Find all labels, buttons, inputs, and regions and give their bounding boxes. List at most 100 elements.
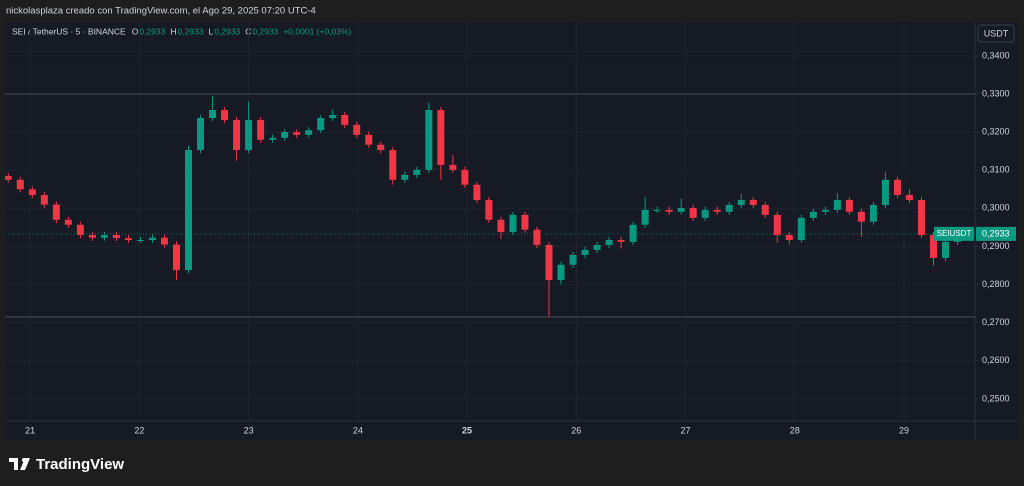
candle-body — [269, 137, 277, 140]
currency[interactable]: USDT — [984, 28, 1009, 38]
candle-body — [869, 204, 877, 222]
candle-body — [581, 249, 589, 255]
candle-body — [509, 214, 517, 232]
legend-change: +0,0001 (+0,03%) — [283, 26, 351, 36]
candle-body — [148, 237, 156, 240]
candle-body — [197, 118, 205, 151]
x-tick-label: 21 — [25, 425, 35, 435]
brand: TradingView — [36, 456, 124, 473]
candle-body — [833, 199, 841, 210]
candle-body — [461, 169, 469, 185]
legend-symbol: SEI / TetherUS · 5 · BINANCE — [12, 26, 126, 36]
candle-body — [124, 238, 132, 240]
candle-body — [473, 184, 481, 200]
candle-body — [293, 132, 301, 135]
candle-body — [749, 199, 757, 205]
candle-body — [557, 264, 565, 280]
candle-body — [545, 244, 553, 280]
candle-body — [942, 241, 950, 258]
candle-body — [641, 209, 649, 225]
candle-body — [5, 175, 12, 180]
candle-body — [365, 134, 373, 145]
candle-body — [257, 119, 265, 140]
candle-body — [341, 114, 349, 125]
candle-body — [821, 209, 829, 212]
x-tick-label: 27 — [681, 425, 691, 435]
candle-body — [761, 204, 769, 215]
credit: nickolasplaza creado con TradingView.com… — [6, 6, 316, 17]
legend-value: 0,2933 — [252, 26, 278, 36]
candle-body — [497, 219, 505, 232]
legend: SEI / TetherUS · 5 · BINANCE O 0,2933 H 0,29… — [12, 26, 352, 36]
candle-body — [305, 130, 313, 135]
y-tick-label: 0,2900 — [982, 241, 1010, 251]
candle-body — [917, 199, 925, 236]
candle-body — [136, 239, 144, 241]
candle-body — [737, 199, 745, 205]
x-tick-label: 29 — [899, 425, 909, 435]
y-tick-label: 0,3200 — [982, 127, 1010, 137]
last-price-label: 0,2933 — [982, 228, 1010, 238]
y-tick-label: 0,2700 — [982, 317, 1010, 327]
legend-key: H — [170, 26, 176, 36]
candle-body — [605, 239, 613, 245]
candle-body — [100, 235, 108, 238]
candle-body — [797, 217, 805, 240]
candle-body — [329, 114, 337, 119]
y-tick-label: 0,2600 — [982, 355, 1010, 365]
candle-body — [653, 209, 661, 211]
symbol-tag: SEIUSDT — [937, 229, 972, 238]
currency-button[interactable] — [977, 24, 1015, 43]
candle-body — [701, 209, 709, 218]
candle-body — [725, 204, 733, 212]
candle-body — [401, 174, 409, 180]
legend-value: 0,2933 — [139, 26, 165, 36]
x-tick-label: 22 — [134, 425, 144, 435]
x-tick-label: 28 — [790, 425, 800, 435]
candle-body — [233, 119, 241, 151]
y-tick-label: 0,3000 — [982, 203, 1010, 213]
candle-body — [629, 224, 637, 242]
x-tick-label: 24 — [353, 425, 363, 435]
candle-body — [893, 179, 901, 196]
candle-body — [665, 209, 673, 212]
x-tick-label: 25 — [462, 425, 472, 435]
y-tick-label: 0,3100 — [982, 165, 1010, 175]
candle-body — [28, 189, 36, 196]
logo-dot — [22, 458, 26, 462]
candle-body — [569, 254, 577, 265]
candle-body — [929, 235, 937, 258]
logo — [9, 458, 30, 470]
candle-body — [689, 207, 697, 218]
candle-body — [209, 110, 217, 119]
candle-body — [64, 219, 72, 225]
last-price-tag-bg — [976, 226, 1016, 241]
y-tick-label: 0,3400 — [982, 50, 1010, 60]
candle-body — [88, 235, 96, 238]
candle-body — [377, 144, 385, 151]
candle-body — [413, 169, 421, 175]
y-tick-label: 0,2800 — [982, 279, 1010, 289]
legend-value: 0,2933 — [177, 26, 203, 36]
candle-body — [449, 164, 457, 170]
candle-body — [593, 244, 601, 250]
candle-body — [809, 211, 817, 218]
candle-body — [76, 224, 84, 236]
candle-body — [881, 179, 889, 205]
plot-area — [5, 22, 975, 421]
y-tick-label: 0,3300 — [982, 88, 1010, 98]
candle-body — [773, 214, 781, 236]
candle-body — [533, 229, 541, 245]
candle-body — [713, 209, 721, 212]
candle-body — [16, 179, 24, 190]
candle-body — [857, 211, 865, 222]
candle-body — [40, 195, 48, 205]
x-tick-label: 26 — [571, 425, 581, 435]
candle-body — [617, 239, 625, 242]
y-tick-label: 0,2500 — [982, 393, 1010, 403]
candle-body — [521, 214, 529, 230]
candle-body — [785, 235, 793, 240]
legend-key: O — [132, 26, 139, 36]
